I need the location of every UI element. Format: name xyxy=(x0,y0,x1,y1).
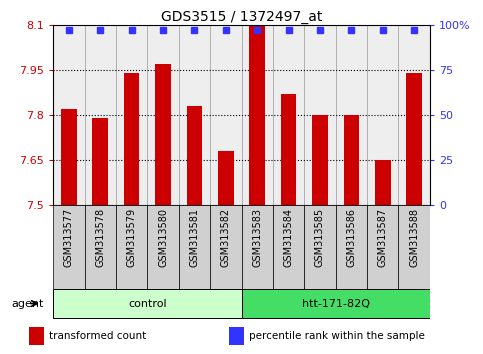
Text: GSM313579: GSM313579 xyxy=(127,208,137,267)
Bar xyxy=(85,205,116,289)
Text: agent: agent xyxy=(11,298,43,309)
Bar xyxy=(367,205,398,289)
Text: GSM313586: GSM313586 xyxy=(346,208,356,267)
Bar xyxy=(273,205,304,289)
Bar xyxy=(398,205,430,289)
Bar xyxy=(186,106,202,205)
Bar xyxy=(273,25,304,205)
Bar xyxy=(179,205,210,289)
Bar xyxy=(367,25,398,205)
Bar xyxy=(398,25,430,205)
Bar xyxy=(147,25,179,205)
Bar xyxy=(155,64,171,205)
Text: GSM313585: GSM313585 xyxy=(315,208,325,267)
Text: control: control xyxy=(128,298,167,309)
Bar xyxy=(92,118,108,205)
Text: GSM313583: GSM313583 xyxy=(252,208,262,267)
Bar xyxy=(336,205,367,289)
Bar xyxy=(343,115,359,205)
Bar xyxy=(229,327,243,345)
Bar xyxy=(249,25,265,205)
Bar xyxy=(29,327,44,345)
Bar xyxy=(336,25,367,205)
Bar xyxy=(116,205,147,289)
Bar xyxy=(218,151,234,205)
Bar xyxy=(53,205,85,289)
Text: GSM313577: GSM313577 xyxy=(64,208,74,267)
Text: percentile rank within the sample: percentile rank within the sample xyxy=(249,331,425,341)
Bar xyxy=(304,25,336,205)
Bar xyxy=(304,205,336,289)
Title: GDS3515 / 1372497_at: GDS3515 / 1372497_at xyxy=(161,10,322,24)
Text: transformed count: transformed count xyxy=(49,331,147,341)
Text: GSM313582: GSM313582 xyxy=(221,208,231,267)
Bar xyxy=(53,25,85,205)
Bar xyxy=(242,25,273,205)
Bar xyxy=(312,115,328,205)
Text: GSM313580: GSM313580 xyxy=(158,208,168,267)
Bar xyxy=(53,289,242,318)
Bar xyxy=(147,205,179,289)
Bar xyxy=(124,73,140,205)
Text: GSM313588: GSM313588 xyxy=(409,208,419,267)
Bar xyxy=(116,25,147,205)
Bar xyxy=(85,25,116,205)
Text: GSM313584: GSM313584 xyxy=(284,208,294,267)
Bar xyxy=(61,109,77,205)
Bar xyxy=(210,25,242,205)
Bar xyxy=(406,73,422,205)
Bar xyxy=(242,289,430,318)
Bar xyxy=(281,94,297,205)
Bar xyxy=(375,160,391,205)
Text: GSM313581: GSM313581 xyxy=(189,208,199,267)
Bar xyxy=(242,205,273,289)
Bar xyxy=(210,205,242,289)
Text: GSM313587: GSM313587 xyxy=(378,208,388,267)
Bar xyxy=(179,25,210,205)
Text: GSM313578: GSM313578 xyxy=(95,208,105,267)
Text: htt-171-82Q: htt-171-82Q xyxy=(302,298,369,309)
